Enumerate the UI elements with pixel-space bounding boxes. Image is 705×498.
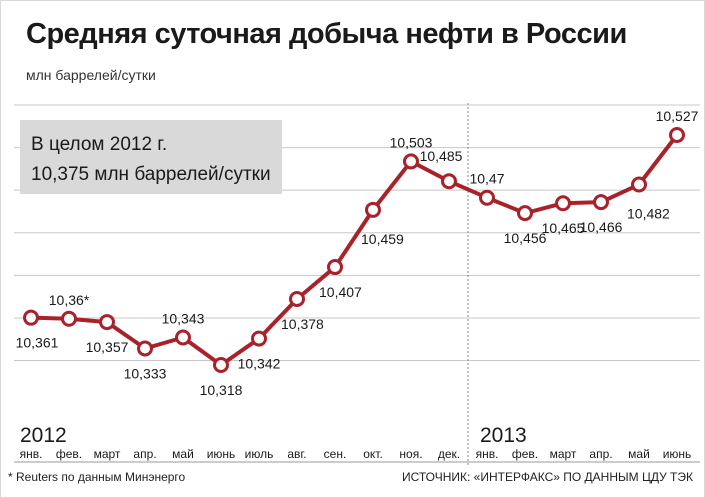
x-tick-label: ноя.: [399, 447, 422, 461]
data-point: [23, 309, 39, 326]
data-point: [251, 330, 267, 347]
data-label: 10,482: [627, 206, 670, 222]
data-point: [669, 127, 685, 143]
x-tick-label: авг.: [287, 447, 306, 461]
data-point: [175, 329, 191, 346]
x-tick-label: май: [628, 447, 650, 461]
data-label: 10,378: [281, 316, 324, 332]
data-point: [479, 189, 495, 206]
data-label: 10,407: [319, 284, 362, 300]
x-tick-label: фев.: [512, 447, 538, 461]
data-point: [61, 310, 77, 327]
x-tick-label: янв.: [20, 447, 43, 461]
data-label: 10,456: [504, 230, 547, 246]
x-tick-label: окт.: [363, 447, 383, 461]
x-tick-label: март: [94, 447, 121, 461]
footnote: * Reuters по данным Минэнерго: [8, 470, 186, 484]
data-point: [365, 201, 381, 218]
data-point: [99, 314, 115, 331]
x-tick-label: июнь: [207, 447, 236, 461]
data-label: 10,459: [361, 231, 404, 247]
data-point: [289, 290, 305, 307]
data-label: 10,36*: [49, 292, 90, 308]
data-label: 10,503: [390, 134, 433, 150]
data-point: [327, 259, 343, 276]
x-tick-label: июль: [245, 447, 274, 461]
data-point: [517, 205, 533, 222]
x-tick-label: июнь: [663, 447, 692, 461]
data-point: [441, 173, 457, 190]
data-label: 10,466: [580, 219, 623, 235]
source-note: ИСТОЧНИК: «ИНТЕРФАКС» ПО ДАННЫМ ЦДУ ТЭК: [401, 470, 693, 484]
data-label: 10,342: [238, 356, 281, 372]
x-tick-label: май: [172, 447, 194, 461]
year-label: 2012: [20, 424, 67, 447]
x-tick-label: фев.: [56, 447, 82, 461]
x-tick-label: март: [550, 447, 577, 461]
chart-title: Средняя суточная добыча нефти в России: [26, 18, 627, 50]
data-label: 10,333: [124, 365, 167, 381]
data-point: [213, 357, 229, 373]
data-label: 10,343: [162, 310, 205, 326]
data-label: 10,318: [200, 382, 243, 398]
data-point: [631, 176, 647, 193]
data-point: [593, 194, 609, 211]
data-point: [403, 153, 419, 170]
data-point: [137, 340, 153, 357]
data-label: 10,47: [469, 171, 504, 187]
data-label: 10,465: [542, 220, 585, 236]
data-label: 10,361: [16, 335, 59, 351]
data-label: 10,527: [656, 108, 699, 124]
summary-line-2: 10,375 млн баррелей/сутки: [31, 164, 271, 185]
unit-label: млн баррелей/сутки: [26, 67, 156, 83]
data-label: 10,485: [420, 148, 463, 164]
x-tick-label: апр.: [133, 447, 156, 461]
summary-line-1: В целом 2012 г.: [31, 134, 167, 155]
summary-box: [20, 120, 282, 194]
x-tick-label: апр.: [589, 447, 612, 461]
data-point: [555, 195, 571, 212]
year-label: 2013: [480, 424, 527, 447]
data-label: 10,357: [86, 339, 129, 355]
x-tick-label: дек.: [438, 447, 460, 461]
x-tick-label: янв.: [476, 447, 499, 461]
x-tick-label: сен.: [324, 447, 347, 461]
